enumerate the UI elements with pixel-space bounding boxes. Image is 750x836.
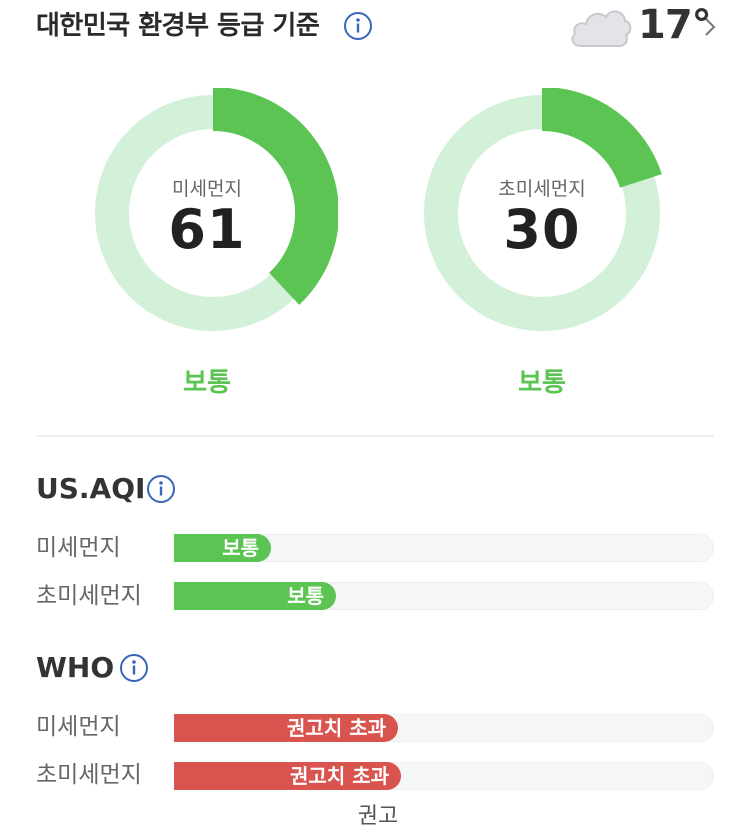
gauge-grade: 보통	[183, 368, 231, 398]
info-circle-icon[interactable]	[343, 11, 373, 41]
row-label: 초미세먼지	[36, 762, 142, 788]
gauge-grade: 보통	[518, 368, 566, 398]
us-aqi-title: US.AQI	[36, 472, 146, 505]
status-bar: 권고치 초과	[174, 714, 398, 742]
pm10-gauge-arc	[212, 88, 338, 305]
pm25-gauge-ring	[424, 88, 662, 331]
status-bar: 권고치 초과	[174, 762, 401, 790]
info-circle-icon[interactable]	[119, 653, 149, 683]
who-title: WHO	[36, 651, 115, 684]
status-bar: 보통	[174, 534, 271, 562]
row-label: 미세먼지	[36, 714, 121, 740]
page-title: 대한민국 환경부 등급 기준	[36, 11, 320, 41]
gauge-value: 61	[168, 198, 246, 261]
gauge-value: 30	[503, 198, 581, 261]
gauge-label: 초미세먼지	[498, 178, 586, 200]
section-divider	[36, 435, 714, 437]
pm25-gauge-arc	[541, 88, 662, 189]
row-label: 초미세먼지	[36, 583, 142, 609]
guideline-marker-label: 권고	[357, 804, 399, 829]
status-bar: 보통	[174, 582, 336, 610]
info-circle-icon[interactable]	[146, 474, 176, 504]
temperature-text: 17°	[638, 2, 712, 48]
gauge-label: 미세먼지	[172, 178, 242, 200]
row-label: 미세먼지	[36, 535, 121, 561]
pm10-gauge-ring	[95, 88, 338, 331]
chevron-right-icon[interactable]	[703, 17, 717, 37]
cloud-icon	[571, 10, 632, 47]
